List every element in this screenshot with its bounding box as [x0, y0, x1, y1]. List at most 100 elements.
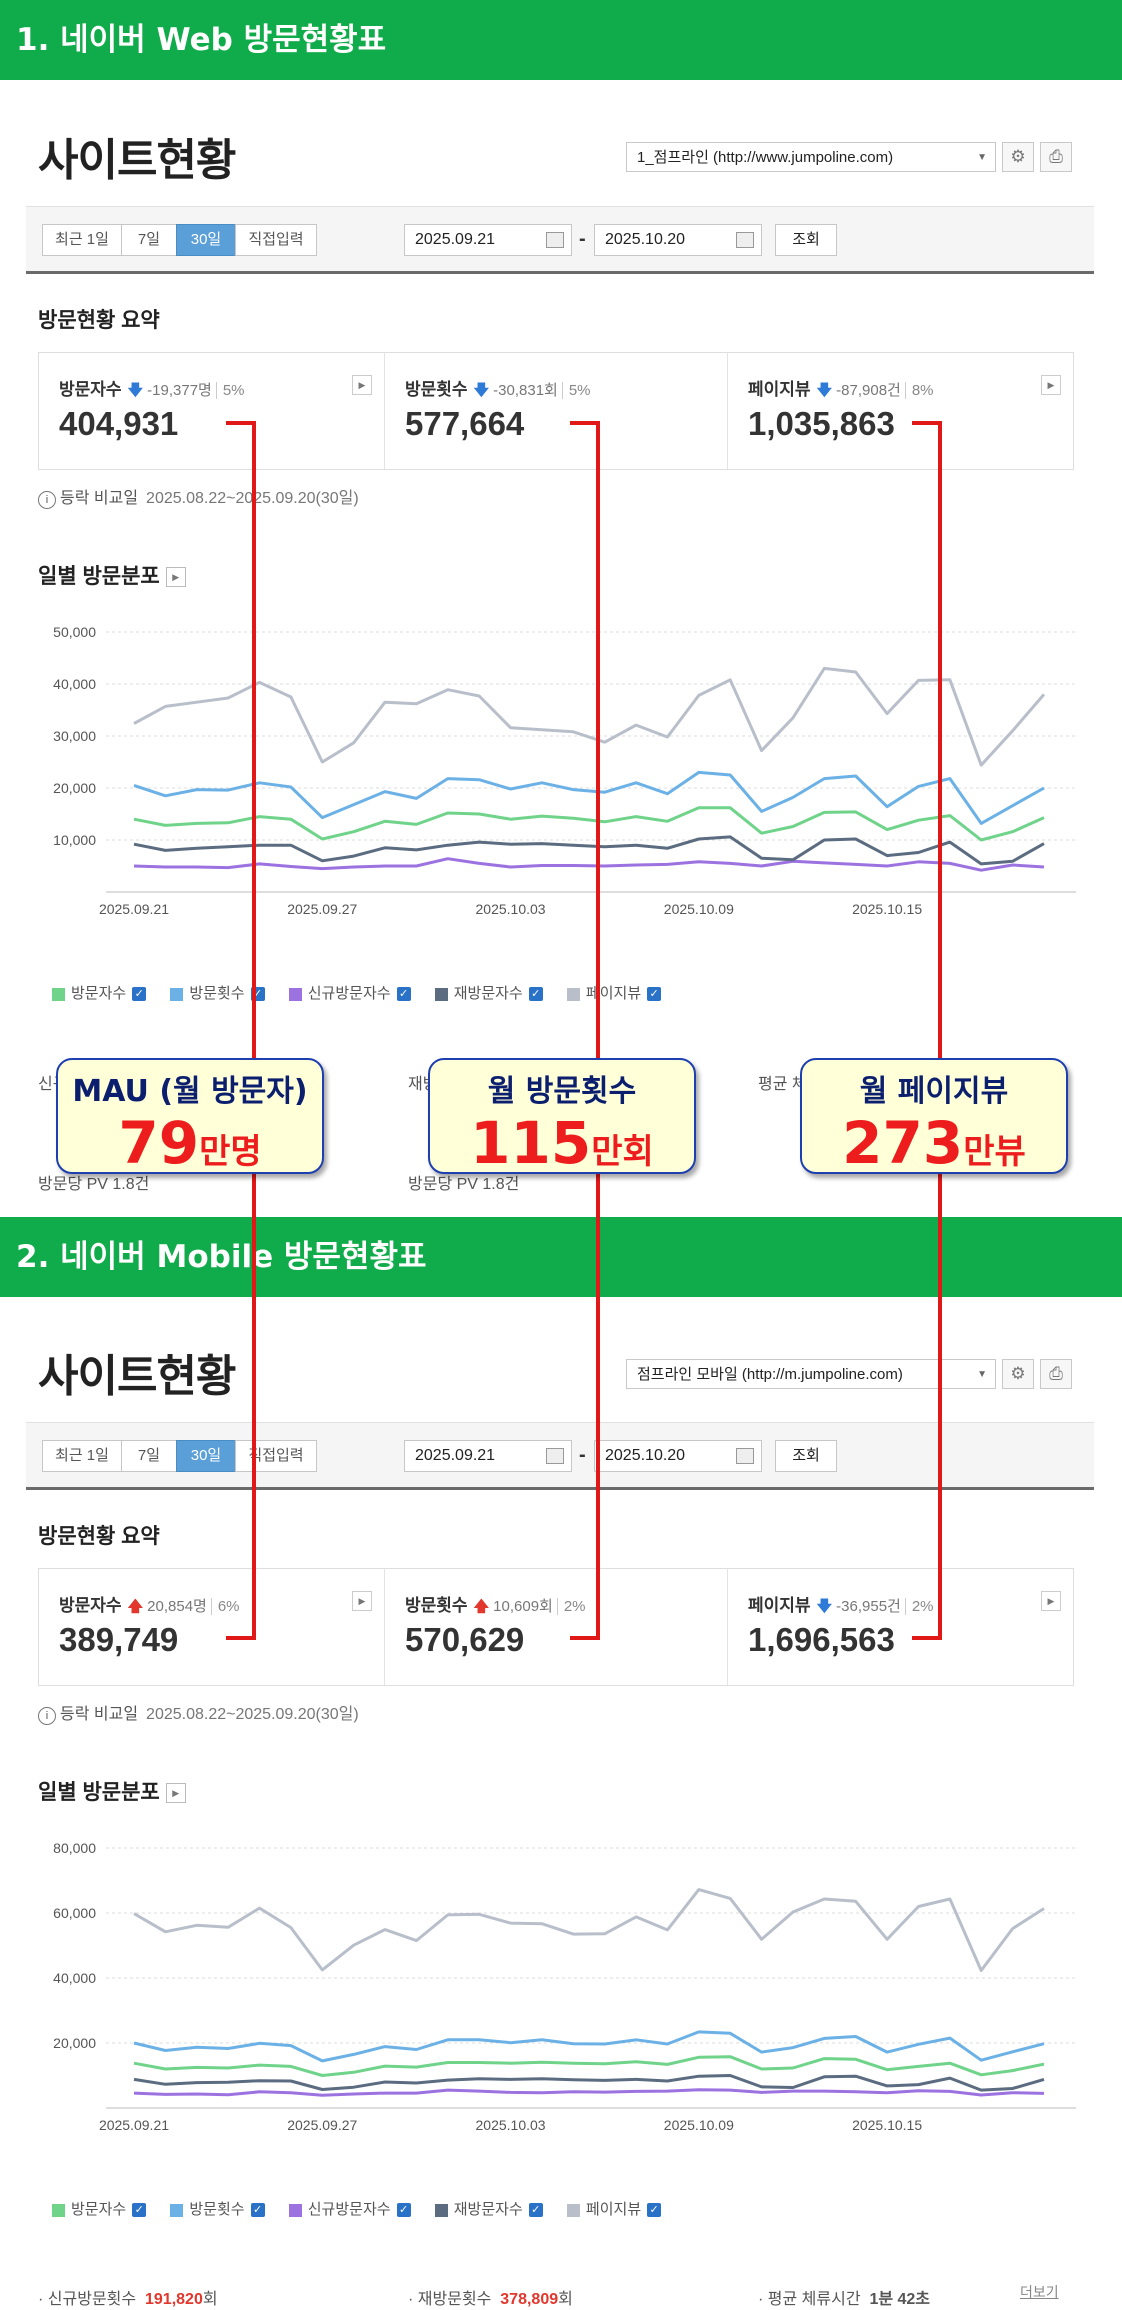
checkbox-icon: ✓ — [647, 987, 662, 1002]
mobile-date-to-value: 2025.10.20 — [605, 1447, 686, 1464]
web-tab-7day[interactable]: 7일 — [121, 224, 177, 256]
print-icon[interactable]: ⎙ — [1040, 142, 1072, 172]
gear-icon[interactable]: ⚙ — [1002, 142, 1034, 172]
web-site-select[interactable]: 1_점프라인 (http://www.jumpoline.com) ▼ — [626, 142, 996, 172]
card-label: 페이지뷰 — [748, 1596, 811, 1615]
web-tab-30day[interactable]: 30일 — [176, 224, 236, 256]
legend-item[interactable]: 페이지뷰 ✓ — [566, 2198, 662, 2219]
series-line — [133, 857, 1045, 872]
mobile-summary-panel: 방문자수 🡅 20,854명 6% 389,749 ▶ 방문횟수 🡅 10,609회 2… — [38, 1568, 1074, 1686]
mobile-site-select[interactable]: 점프라인 모바일 (http://m.jumpoline.com) ▼ — [626, 1359, 996, 1389]
divider — [727, 1569, 728, 1685]
card-change: -30,831회 — [493, 382, 558, 399]
card-change: -36,955건 — [836, 1598, 901, 1615]
card-value: 1,035,863 — [748, 405, 895, 442]
legend-item[interactable]: 방문횟수 ✓ — [170, 2198, 265, 2219]
checkbox-icon: ✓ — [132, 987, 147, 1002]
web-date-to[interactable]: 2025.10.20 — [594, 224, 762, 256]
card-value: 389,749 — [59, 1621, 179, 1658]
print-icon[interactable]: ⎙ — [1040, 1359, 1072, 1389]
series-line — [133, 2088, 1045, 2097]
callout-title: 월 페이지뷰 — [859, 1074, 1009, 1109]
callout-number: 79만명 — [118, 1109, 262, 1177]
more-link[interactable]: 더보기 — [1020, 2284, 1059, 2300]
info-icon: i — [38, 1707, 56, 1725]
legend-item[interactable]: 페이지뷰 ✓ — [566, 982, 662, 1003]
web-stat-pv-per-visit: 방문당 PV 1.8건 — [38, 1176, 150, 1193]
checkbox-icon: ✓ — [250, 2203, 265, 2218]
legend-item[interactable]: 방문자수 ✓ — [52, 982, 147, 1003]
mobile-date-to[interactable]: 2025.10.20 — [594, 1440, 762, 1472]
x-tick-label: 2025.09.27 — [287, 901, 357, 917]
card-pct: 6% — [210, 1598, 240, 1615]
mobile-summary-title: 방문현황 요약 — [38, 1525, 160, 1548]
chevron-right-icon[interactable]: ▶ — [352, 1591, 372, 1611]
x-tick-label: 2025.09.21 — [99, 2117, 169, 2133]
calendar-icon[interactable] — [546, 232, 564, 248]
chevron-right-icon[interactable]: ▶ — [165, 567, 186, 588]
calendar-icon[interactable] — [736, 232, 754, 248]
mobile-tab-7day[interactable]: 7일 — [121, 1440, 177, 1472]
mobile-query-button[interactable]: 조회 — [775, 1440, 837, 1472]
callout-mau: MAU (월 방문자) 79만명 — [56, 1058, 324, 1174]
card-value: 1,696,563 — [748, 1621, 895, 1658]
legend-item[interactable]: 방문횟수 ✓ — [170, 982, 265, 1003]
series-line — [133, 1888, 1045, 1972]
connector-line — [570, 1636, 600, 1640]
mobile-card-pageviews: 페이지뷰 🡇 -36,955건 2% 1,696,563 ▶ — [728, 1569, 1073, 1685]
checkbox-icon: ✓ — [132, 2203, 147, 2218]
card-pct: 2% — [556, 1598, 586, 1615]
web-date-from[interactable]: 2025.09.21 — [404, 224, 572, 256]
calendar-icon[interactable] — [546, 1448, 564, 1464]
arrow-down-icon: 🡇 — [816, 382, 832, 399]
x-tick-label: 2025.10.09 — [664, 901, 734, 917]
mobile-dist-title: 일별 방문분포 ▶ — [38, 1776, 186, 1806]
y-tick-label: 40,000 — [53, 1970, 96, 1986]
arrow-up-icon: 🡅 — [473, 1598, 489, 1615]
mobile-date-from[interactable]: 2025.09.21 — [404, 1440, 572, 1472]
arrow-down-icon: 🡇 — [816, 1598, 832, 1615]
web-tab-1day[interactable]: 최근 1일 — [42, 224, 122, 256]
divider — [727, 353, 728, 469]
series-line — [133, 2030, 1045, 2063]
connector-line — [596, 421, 600, 1640]
chevron-right-icon[interactable]: ▶ — [1041, 375, 1061, 395]
web-dist-title: 일별 방문분포 ▶ — [38, 560, 186, 590]
mobile-section-banner: 2. 네이버 Mobile 방문현황표 — [0, 1217, 1122, 1297]
chevron-right-icon[interactable]: ▶ — [1041, 1591, 1061, 1611]
chevron-down-icon: ▼ — [977, 152, 987, 163]
compare-period-value: 2025.08.22~2025.09.20(30일) — [146, 1706, 359, 1723]
calendar-icon[interactable] — [736, 1448, 754, 1464]
mobile-tab-30day[interactable]: 30일 — [176, 1440, 236, 1472]
arrow-down-icon: 🡇 — [473, 382, 489, 399]
mobile-date-from-value: 2025.09.21 — [415, 1447, 496, 1464]
connector-line — [912, 421, 942, 425]
series-line — [133, 806, 1045, 842]
mobile-stat-revisits: · 재방문횟수 378,809회 — [408, 2291, 573, 2308]
web-query-button[interactable]: 조회 — [775, 224, 837, 256]
chevron-right-icon[interactable]: ▶ — [352, 375, 372, 395]
legend-item[interactable]: 재방문자수 ✓ — [434, 982, 543, 1003]
gear-icon[interactable]: ⚙ — [1002, 1359, 1034, 1389]
card-label: 방문자수 — [59, 380, 122, 399]
callout-monthly-visits: 월 방문횟수 115만회 — [428, 1058, 696, 1174]
mobile-tab-1day[interactable]: 최근 1일 — [42, 1440, 122, 1472]
card-pct: 8% — [904, 382, 934, 399]
card-value: 570,629 — [405, 1621, 525, 1658]
legend-item[interactable]: 신규방문자수 ✓ — [288, 982, 411, 1003]
legend-item[interactable]: 방문자수 ✓ — [52, 2198, 147, 2219]
series-line — [133, 770, 1045, 825]
mobile-stat-avg-time: · 평균 체류시간 1분 42초 — [758, 2291, 931, 2308]
web-summary-title: 방문현황 요약 — [38, 309, 160, 332]
web-card-visitors: 방문자수 🡇 -19,377명 5% 404,931 ▶ — [39, 353, 384, 469]
mobile-tab-custom[interactable]: 직접입력 — [235, 1440, 317, 1472]
x-tick-label: 2025.10.15 — [852, 2117, 922, 2133]
legend-item[interactable]: 재방문자수 ✓ — [434, 2198, 543, 2219]
legend-item[interactable]: 신규방문자수 ✓ — [288, 2198, 411, 2219]
checkbox-icon: ✓ — [647, 2203, 662, 2218]
web-tab-custom[interactable]: 직접입력 — [235, 224, 317, 256]
chevron-right-icon[interactable]: ▶ — [165, 1783, 186, 1804]
arrow-down-icon: 🡇 — [127, 382, 143, 399]
y-tick-label: 20,000 — [53, 2035, 96, 2051]
web-stat-pv-per-visit: 방문당 PV 1.8건 — [408, 1176, 520, 1193]
